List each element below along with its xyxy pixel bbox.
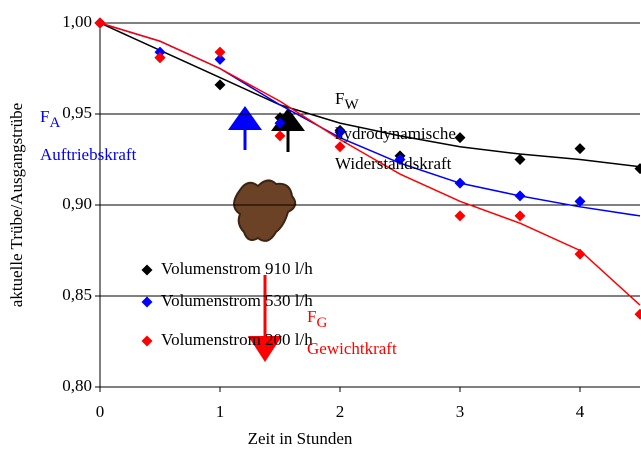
- annotation-subscript: G: [316, 315, 327, 331]
- legend-label: Volumenstrom 530 l/h: [161, 291, 313, 310]
- y-axis-title: aktuelle Trübe/Ausgangstrübe: [7, 103, 26, 307]
- x-tick-label: 3: [456, 402, 465, 421]
- x-tick-label: 1: [216, 402, 225, 421]
- annotation-label: hydrodynamische: [335, 124, 456, 143]
- annotation-symbol-main: F: [40, 107, 49, 126]
- y-tick-label: 0,85: [62, 285, 92, 304]
- chart: Zeit in Stunden aktuelle Trübe/Ausgangst…: [0, 0, 641, 459]
- x-tick-label: 2: [336, 402, 345, 421]
- y-tick-label: 0,95: [62, 103, 92, 122]
- annotation-label: Auftriebskraft: [40, 145, 137, 164]
- y-tick-label: 0,80: [62, 376, 92, 395]
- background: [0, 0, 641, 459]
- y-tick-label: 1,00: [62, 12, 92, 31]
- annotation-symbol-main: F: [335, 89, 344, 108]
- y-tick-label: 0,90: [62, 194, 92, 213]
- legend-label: Volumenstrom 910 l/h: [161, 259, 313, 278]
- annotation-subscript: W: [344, 97, 359, 113]
- x-tick-label: 0: [96, 402, 105, 421]
- annotation-subscript: A: [49, 115, 60, 131]
- annotation-label: Gewichtkraft: [307, 339, 397, 358]
- annotation-symbol-main: F: [307, 307, 316, 326]
- annotation-label: Widerstandskraft: [335, 154, 452, 173]
- legend-label: Volumenstrom 200 l/h: [161, 330, 313, 349]
- x-axis-title: Zeit in Stunden: [248, 429, 353, 448]
- x-tick-label: 4: [576, 402, 585, 421]
